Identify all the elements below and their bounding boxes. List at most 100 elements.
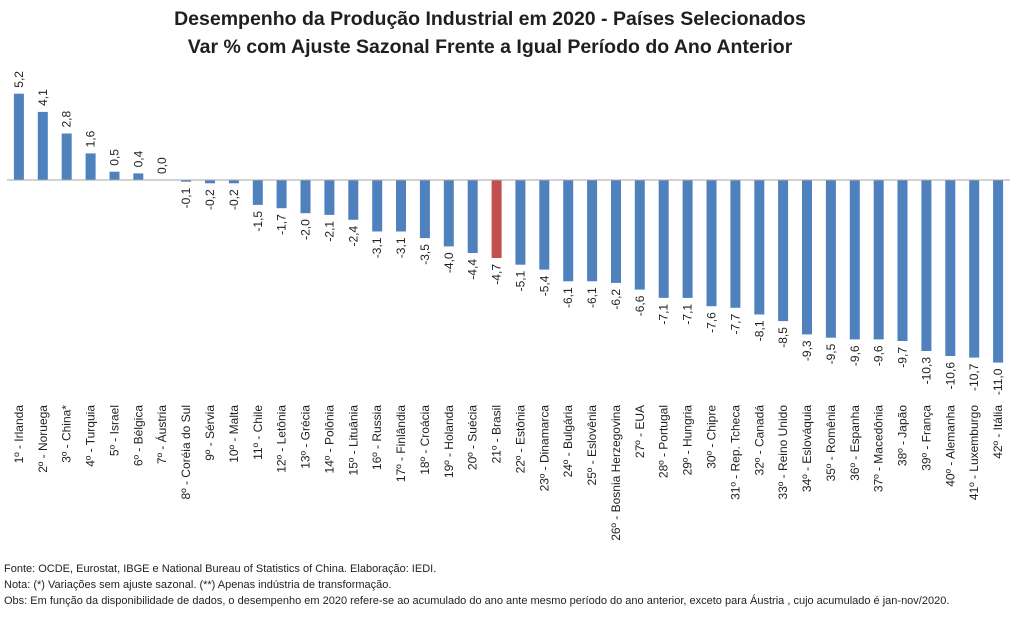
category-label: 4º - Turquia	[84, 405, 98, 467]
bar	[730, 180, 741, 308]
bar	[372, 180, 383, 232]
category-label: 11º - Chile	[251, 405, 265, 460]
data-label: -10,7	[967, 363, 981, 391]
data-label: -1,7	[275, 214, 289, 235]
bar	[754, 180, 765, 315]
data-label: -9,7	[896, 347, 910, 368]
bar	[849, 180, 860, 340]
bar	[825, 180, 836, 338]
category-label: 24º - Bulgária	[561, 405, 575, 478]
data-label: -7,6	[705, 312, 719, 333]
category-label: 35º - Romênia	[824, 405, 838, 482]
bar	[205, 180, 215, 184]
data-label: -10,3	[919, 357, 933, 385]
bar	[300, 180, 311, 214]
data-label: 5,2	[12, 71, 26, 88]
category-label: 1º - Irlanda	[12, 405, 26, 464]
data-label: -3,1	[370, 237, 384, 258]
bar	[515, 180, 526, 265]
bar	[252, 180, 263, 205]
bar	[921, 180, 932, 351]
bar	[467, 180, 478, 253]
data-label: 0,0	[155, 157, 169, 174]
data-label: -4,7	[490, 264, 504, 285]
source-note: Fonte: OCDE, Eurostat, IBGE e National B…	[4, 563, 437, 575]
category-label: 34º - Eslováquia	[800, 405, 814, 492]
data-label: -6,1	[585, 287, 599, 308]
category-label: 42º - Itália	[991, 405, 1005, 459]
bar	[37, 111, 48, 180]
category-label: 2º - Noruega	[36, 405, 50, 473]
data-label: -3,1	[394, 237, 408, 258]
data-label: 4,1	[36, 89, 50, 106]
data-label: -7,1	[681, 304, 695, 325]
bar	[276, 180, 287, 209]
category-label: 40º - Alemanha	[943, 405, 957, 487]
data-label: 0,5	[108, 149, 122, 166]
data-label: -9,5	[824, 343, 838, 364]
data-label: -9,6	[872, 345, 886, 366]
data-label: -5,1	[513, 270, 527, 291]
chart-title-line1: Desempenho da Produção Industrial em 202…	[174, 8, 806, 30]
category-label: 41º - Luxemburgo	[967, 405, 981, 500]
data-label: -0,2	[227, 189, 241, 210]
category-label: 30º - Chipre	[705, 405, 719, 469]
data-label: -2,1	[322, 221, 336, 242]
bar	[802, 180, 812, 335]
data-label: -4,4	[466, 259, 480, 280]
bar	[419, 180, 430, 239]
category-label: 25º - Eslovênia	[585, 405, 599, 486]
category-label: 28º - Portugal	[657, 405, 671, 478]
category-label: 20º - Suécia	[466, 405, 480, 470]
data-label: -0,1	[179, 187, 193, 208]
data-label: 0,4	[131, 150, 145, 167]
category-label: 15º - Lituânia	[346, 405, 360, 476]
bar	[706, 180, 717, 307]
bar	[873, 180, 884, 340]
bar	[563, 180, 574, 282]
bar-chart: 5,2 1º - Irlanda 4,1 2º - Noruega 2,8 3º - Ch…	[7, 71, 1010, 541]
bar	[491, 180, 502, 258]
bar	[539, 180, 550, 270]
category-label: 3º - China*	[60, 405, 74, 463]
data-label: -2,0	[299, 219, 313, 240]
category-label: 37º - Macedônia	[872, 405, 886, 492]
bar	[682, 180, 693, 298]
bar	[778, 180, 789, 322]
bar	[228, 180, 239, 184]
bar	[348, 180, 359, 220]
data-label: -7,7	[728, 313, 742, 334]
data-label: -10,6	[943, 362, 957, 390]
data-label: -7,1	[657, 304, 671, 325]
bar	[133, 173, 144, 180]
data-label: -3,5	[418, 244, 432, 265]
category-label: 8º - Coréia do Sul	[179, 405, 193, 499]
bar	[587, 180, 598, 282]
data-label: -2,4	[346, 225, 360, 246]
data-label: -8,1	[752, 320, 766, 341]
category-label: 38º - Japão	[896, 405, 910, 466]
category-label: 33º - Reino Unido	[776, 405, 790, 500]
category-label: 23º - Dinamarca	[537, 405, 551, 492]
category-label: 16º - Russia	[370, 405, 384, 470]
bar	[181, 180, 192, 182]
bar	[396, 180, 406, 232]
bar	[13, 93, 24, 180]
bar	[897, 180, 908, 341]
category-label: 32º - Canadá	[752, 405, 766, 476]
category-label: 21º - Brasil	[490, 405, 504, 463]
data-label: -6,6	[633, 295, 647, 316]
data-label: -4,0	[442, 252, 456, 273]
category-label: 12º - Letônia	[275, 405, 289, 473]
data-label: -9,3	[800, 340, 814, 361]
category-label: 7º - Áustria	[154, 405, 169, 464]
category-label: 31º - Rep. Tcheca	[728, 405, 742, 500]
data-label: -1,5	[251, 211, 265, 232]
category-label: 19º - Holanda	[442, 405, 456, 478]
data-label: -11,0	[991, 368, 1005, 395]
data-label: 1,6	[84, 130, 98, 147]
category-label: 17º - Finlândia	[394, 405, 408, 482]
category-label: 29º - Hungria	[681, 405, 695, 476]
category-label: 6º - Bélgica	[131, 405, 145, 466]
bar	[611, 180, 621, 283]
